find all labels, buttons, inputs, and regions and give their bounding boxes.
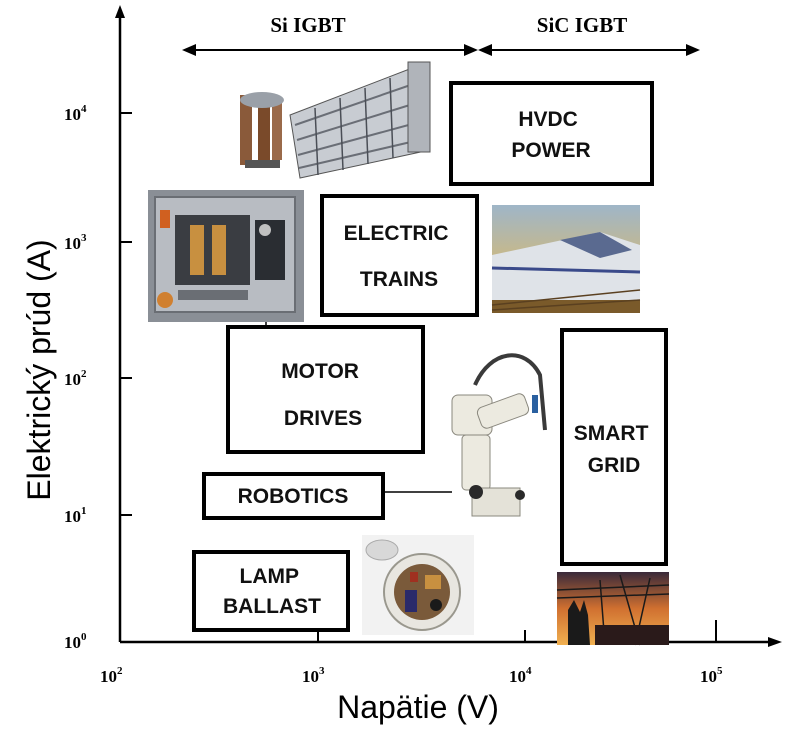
svg-text:ELECTRIC TRAINS: ELECTRIC TRAINS: [344, 222, 455, 291]
lamp-ballast-box: LAMP BALLAST: [192, 550, 350, 632]
robotics-label-line: ROBOTICS: [238, 485, 349, 508]
hvdc-valve-photo: [238, 60, 433, 185]
y-axis-arrowhead: [115, 5, 125, 18]
svg-text:MOTOR DRIVES: MOTOR DRIVES: [281, 360, 365, 430]
svg-text:LAMP BALLAST: LAMP BALLAST: [223, 565, 321, 618]
y-tick-label: 100: [64, 631, 87, 652]
x-axis-arrowhead: [768, 637, 782, 647]
motor-drives-box: MOTOR DRIVES: [226, 325, 425, 454]
y-tick-label: 103: [64, 232, 87, 253]
x-tick-label: 104: [509, 665, 532, 686]
x-tick-label: 105: [700, 665, 723, 686]
robotics-box: ROBOTICS: [202, 472, 385, 520]
svg-text:ROBOTICS: ROBOTICS: [238, 485, 349, 508]
y-axis-title: Elektrický prúd (A): [21, 239, 57, 500]
svg-text:HVDC POWER: HVDC POWER: [511, 108, 590, 162]
x-tick-label: 102: [100, 665, 123, 686]
industrial-robot-photo: [451, 353, 547, 517]
lamp-ballast-photo: [362, 535, 474, 635]
lamp-ballast-label-line: LAMP: [240, 565, 299, 588]
electric-trains-label-line: TRAINS: [360, 268, 438, 291]
motor-drives-label-line: DRIVES: [284, 407, 362, 430]
y-tick-marks: [120, 112, 132, 516]
hvdc-label-line: HVDC: [518, 108, 578, 131]
motor-drives-label-line: MOTOR: [281, 360, 359, 383]
si-igbt-label: Si IGBT: [270, 13, 345, 37]
x-axis-title: Napätie (V): [337, 689, 499, 725]
lamp-ballast-label-line: BALLAST: [223, 595, 321, 618]
electric-trains-box: ELECTRIC TRAINS: [320, 194, 479, 317]
y-tick-label: 102: [64, 368, 87, 389]
sic-igbt-range-arrow: [478, 44, 700, 56]
sic-igbt-label: SiC IGBT: [537, 13, 627, 37]
si-igbt-range-arrow: [182, 44, 478, 56]
high-speed-train-photo: [491, 205, 641, 313]
smart-grid-box: SMART GRID: [560, 328, 668, 566]
hvdc-power-box: HVDC POWER: [449, 81, 654, 186]
power-grid-photo: [556, 572, 670, 646]
hvdc-label-line: POWER: [511, 139, 590, 162]
smart-grid-label-line: SMART: [574, 422, 649, 445]
y-tick-label: 104: [64, 103, 87, 124]
motor-inverter-photo: [148, 190, 304, 322]
x-tick-label: 103: [302, 665, 325, 686]
svg-text:SMART GRID: SMART GRID: [574, 422, 655, 477]
electric-trains-label-line: ELECTRIC: [344, 222, 449, 245]
smart-grid-label-line: GRID: [588, 454, 641, 477]
y-tick-label: 101: [64, 505, 87, 526]
